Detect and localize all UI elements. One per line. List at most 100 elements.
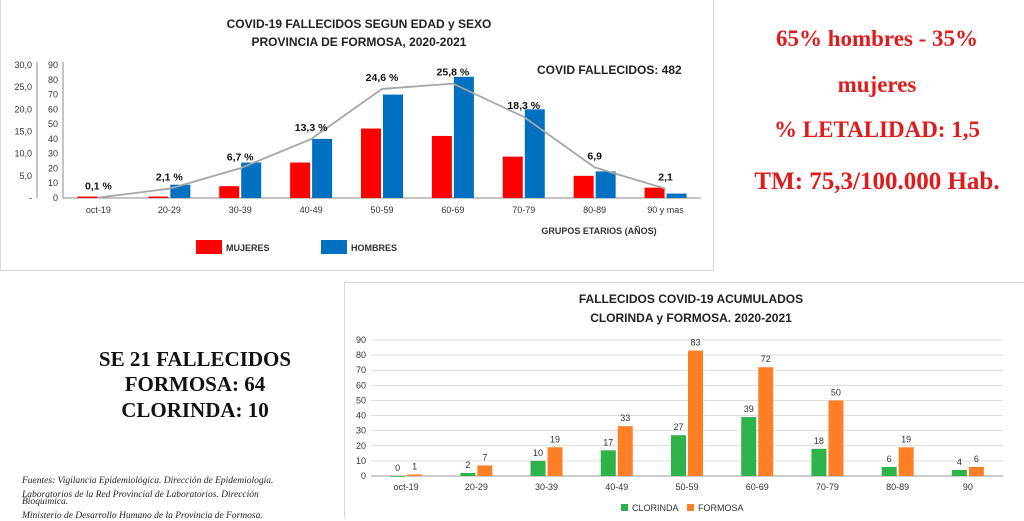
chart2-y-tick: 70 bbox=[356, 365, 366, 375]
chart1-bar-hombres bbox=[666, 193, 687, 198]
chart2-data-label: 19 bbox=[901, 434, 911, 444]
chart1-bar-mujeres bbox=[644, 187, 665, 198]
chart1-percent-label: 18,3 % bbox=[507, 100, 540, 112]
chart2-data-label: 72 bbox=[761, 354, 771, 364]
chart1-category-label: 50-59 bbox=[370, 205, 393, 215]
chart2-data-label: 0 bbox=[395, 463, 400, 473]
chart2-bar-formosa bbox=[968, 466, 984, 476]
chart1-bar-mujeres bbox=[573, 175, 594, 198]
chart2-category-label: 90 bbox=[963, 482, 973, 492]
chart2-legend-swatch-clorinda bbox=[621, 504, 628, 511]
chart2-category-label: 60-69 bbox=[746, 482, 769, 492]
chart1-percent-label: 24,6 % bbox=[366, 72, 399, 84]
chart1-percent-label: 6,9 bbox=[587, 150, 602, 162]
chart2-data-label: 10 bbox=[533, 448, 543, 458]
source-line: Ministerio de Desarrollo Humano de la Pr… bbox=[22, 511, 263, 521]
chart1-legend-label-mujeres: MUJERES bbox=[226, 243, 270, 253]
chart1-bar-mujeres bbox=[431, 135, 452, 198]
chart1-category-label: 30-39 bbox=[229, 205, 252, 215]
chart1-bar-hombres bbox=[453, 76, 474, 198]
source-line: Laboratorios de la Red Provincial de Lab… bbox=[22, 490, 259, 500]
chart1-category-label: 40-49 bbox=[300, 205, 323, 215]
chart2-bar-clorinda bbox=[460, 472, 476, 476]
chart2-bar-formosa bbox=[477, 465, 493, 476]
chart1-title: COVID-19 FALLECIDOS SEGUN EDAD y SEXO bbox=[227, 17, 492, 31]
chart1-left-tick: 15,0 bbox=[14, 127, 32, 137]
chart2-bar-formosa bbox=[828, 400, 844, 476]
chart1-category-label: 60-69 bbox=[441, 205, 464, 215]
chart1-percent-label: 13,3 % bbox=[295, 122, 328, 134]
chart1-right-tick: 60 bbox=[48, 104, 58, 114]
chart2-data-label: 27 bbox=[673, 422, 683, 432]
chart1-category-label: 20-29 bbox=[158, 205, 181, 215]
chart1-right-tick: 40 bbox=[48, 134, 58, 144]
stat-lethality: % LETALIDAD: 1,5 bbox=[774, 117, 980, 142]
chart1-percent-label: 25,8 % bbox=[437, 67, 470, 79]
chart2-y-tick: 90 bbox=[356, 335, 366, 345]
chart1-left-tick: 20,0 bbox=[14, 104, 32, 114]
chart1-annotation: COVID FALLECIDOS: 482 bbox=[537, 63, 682, 77]
chart2-data-label: 4 bbox=[957, 457, 962, 467]
chart1-percent-label: 6,7 % bbox=[227, 151, 255, 163]
chart2-category-label: 30-39 bbox=[535, 482, 558, 492]
chart1-right-tick: 20 bbox=[48, 163, 58, 173]
chart1-right-tick: 10 bbox=[48, 178, 58, 188]
chart2-category-label: 40-49 bbox=[605, 482, 628, 492]
chart2-y-tick: 60 bbox=[356, 380, 366, 390]
chart1-category-label: oct-19 bbox=[86, 205, 111, 215]
chart2-legend-swatch-formosa bbox=[687, 504, 694, 511]
chart2-data-label: 6 bbox=[887, 454, 892, 464]
chart1-left-tick: 30,0 bbox=[14, 60, 32, 70]
chart2-bar-clorinda bbox=[671, 435, 686, 476]
chart2-title: FALLECIDOS COVID-19 ACUMULADOS bbox=[579, 292, 803, 306]
chart1-percent-label: 0,1 % bbox=[85, 181, 113, 193]
source-line: Fuentes: Vigilancia Epidemiológica. Dire… bbox=[22, 476, 274, 486]
chart2-y-tick: 80 bbox=[356, 350, 366, 360]
chart2-category-label: 50-59 bbox=[675, 482, 698, 492]
chart2-y-tick: 0 bbox=[361, 471, 366, 481]
chart2-data-label: 33 bbox=[620, 413, 630, 423]
chart1-bar-mujeres bbox=[219, 186, 240, 198]
chart1-left-tick: 10,0 bbox=[14, 149, 32, 159]
chart1-percent-label: 2,1 bbox=[658, 172, 673, 184]
chart1-percent-label: 2,1 % bbox=[156, 172, 184, 184]
stat-women: mujeres bbox=[837, 72, 917, 97]
chart2-y-tick: 10 bbox=[356, 456, 366, 466]
chart1-bar-hombres bbox=[170, 184, 191, 198]
chart2-bar-clorinda bbox=[530, 460, 546, 476]
chart2-bar-formosa bbox=[407, 474, 423, 476]
chart2-bar-formosa bbox=[688, 350, 703, 476]
chart1-bar-hombres bbox=[383, 94, 403, 198]
chart2-data-label: 6 bbox=[974, 454, 979, 464]
chart2-category-label: 70-79 bbox=[816, 482, 839, 492]
chart1-bar-mujeres bbox=[361, 128, 381, 198]
chart2-data-label: 19 bbox=[550, 434, 560, 444]
chart2-bar-formosa bbox=[898, 447, 914, 476]
chart1-left-tick: - bbox=[29, 193, 32, 203]
chart1-left-tick: 5,0 bbox=[19, 171, 32, 181]
chart2-data-label: 7 bbox=[482, 452, 487, 462]
chart2-y-tick: 50 bbox=[356, 395, 366, 405]
chart1-percent-line bbox=[98, 82, 666, 199]
chart1-bar-mujeres bbox=[502, 156, 523, 198]
chart1-svg: COVID-19 FALLECIDOS SEGUN EDAD y SEXO PRO… bbox=[14, 17, 701, 254]
chart1-bar-mujeres bbox=[290, 162, 311, 198]
chart2-y-tick: 20 bbox=[356, 441, 366, 451]
chart1-bar-mujeres bbox=[148, 196, 169, 198]
chart2-legend-label-formosa: FORMOSA bbox=[698, 503, 744, 513]
chart2-bar-clorinda bbox=[600, 450, 616, 476]
chart2-data-label: 83 bbox=[690, 338, 700, 348]
chart2-bar-clorinda bbox=[741, 417, 757, 476]
chart2-category-label: 80-89 bbox=[886, 482, 909, 492]
chart2-data-label: 2 bbox=[465, 460, 470, 470]
chart1-right-tick: 90 bbox=[48, 60, 58, 70]
chart2-y-tick: 30 bbox=[356, 426, 366, 436]
chart2-category-label: oct-19 bbox=[394, 482, 419, 492]
chart1-category-label: 90 y mas bbox=[647, 205, 684, 215]
chart1-bar-hombres bbox=[595, 171, 616, 198]
chart2-bar-clorinda bbox=[811, 448, 827, 476]
chart1-right-tick: 50 bbox=[48, 119, 58, 129]
chart1-legend-label-hombres: HOMBRES bbox=[351, 243, 397, 253]
chart1-bar-hombres bbox=[524, 109, 545, 198]
chart2-data-label: 39 bbox=[744, 404, 754, 414]
